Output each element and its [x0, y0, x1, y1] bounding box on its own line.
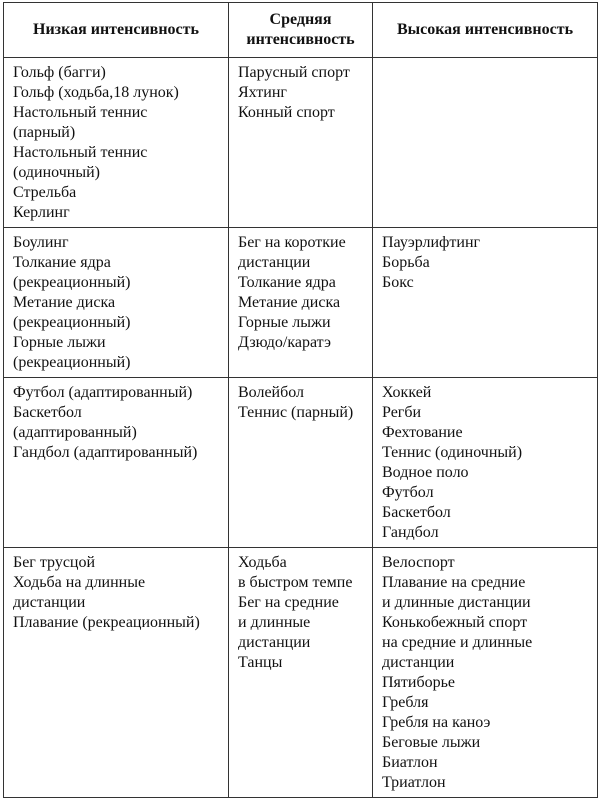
sport-line: Водное поло	[382, 464, 469, 481]
sport-line: Горные лыжи	[13, 334, 106, 351]
sport-line: Настольный теннис	[13, 104, 148, 121]
sport-line: Регби	[382, 404, 422, 421]
sport-line: (парный)	[13, 124, 76, 141]
sport-line: (адаптированный)	[13, 424, 137, 441]
cell-high	[372, 57, 598, 228]
sport-line: и длинные дистанции	[382, 594, 531, 611]
sport-line: Бег трусцой	[13, 554, 96, 571]
header-medium: Средняя интенсивность	[228, 2, 373, 58]
sport-line: Горные лыжи	[238, 314, 331, 331]
sport-line: Настольный теннис	[13, 144, 148, 161]
sport-line: Волейбол	[238, 384, 305, 401]
sport-line: и длинные	[238, 614, 311, 631]
table-row: Гольф (багги) Гольф (ходьба,18 лунок) Наст…	[3, 57, 598, 228]
sport-line: Гандбол	[382, 524, 439, 541]
sport-line: Баскетбол	[13, 404, 82, 421]
cell-high: Хоккей Регби Фехтование Теннис (одиночный) В…	[372, 377, 598, 548]
cell-low: Футбол (адаптированный) Баскетбол (адаптир…	[3, 377, 229, 548]
sport-line: в быстром темпе	[238, 574, 353, 591]
sport-line: Конный спорт	[238, 104, 335, 121]
sport-line: Велоспорт	[382, 554, 455, 571]
sport-line: Бокс	[382, 274, 414, 291]
sport-line: (рекреационный)	[13, 354, 131, 371]
sport-line: Боулинг	[13, 234, 69, 251]
sport-line: Бег на короткие	[238, 234, 346, 251]
header-high: Высокая интенсивность	[372, 2, 598, 58]
sport-line: Керлинг	[13, 204, 70, 221]
sport-line: Дзюдо/каратэ	[238, 334, 331, 351]
sport-line: Футбол	[382, 484, 434, 501]
sport-line: Пауэрлифтинг	[382, 234, 481, 251]
sport-line: Гребля на каноэ	[382, 714, 491, 731]
cell-medium: Волейбол Теннис (парный)	[228, 377, 373, 548]
table-row: Бег трусцой Ходьба на длинные дистанции Пла…	[3, 547, 598, 798]
intensity-table: Низкая интенсивность Средняя интенсивнос…	[3, 2, 598, 798]
cell-low: Бег трусцой Ходьба на длинные дистанции Пла…	[3, 547, 229, 798]
sport-line: Борьба	[382, 254, 430, 271]
sport-line: Метание диска	[13, 294, 116, 311]
sport-line: Ходьба	[238, 554, 287, 571]
sport-line: дистанции	[238, 634, 311, 651]
sport-line: Гольф (багги)	[13, 64, 106, 81]
sport-line: Конькобежный спорт	[382, 614, 528, 631]
cell-medium: Парусный спорт Яхтинг Конный спорт	[228, 57, 373, 228]
sport-line: Танцы	[238, 654, 283, 671]
sport-line: (рекреационный)	[13, 274, 131, 291]
sport-line: Футбол (адаптированный)	[13, 384, 193, 401]
sport-line: дистанции	[13, 594, 86, 611]
sport-line: Гандбол (адаптированный)	[13, 444, 198, 461]
sport-line: Хоккей	[382, 384, 432, 401]
sport-line: Плавание (рекреационный)	[13, 614, 200, 631]
sport-line: Фехтование	[382, 424, 463, 441]
sport-line: Парусный спорт	[238, 64, 350, 81]
sport-line: (одиночный)	[13, 164, 100, 181]
header-row: Низкая интенсивность Средняя интенсивнос…	[3, 2, 598, 58]
sport-line: Ходьба на длинные	[13, 574, 146, 591]
cell-high: Пауэрлифтинг Борьба Бокс	[372, 227, 598, 378]
header-low: Низкая интенсивность	[3, 2, 229, 58]
sport-line: Гребля	[382, 694, 429, 711]
sport-line: Теннис (парный)	[238, 404, 354, 421]
sport-line: Пятиборье	[382, 674, 456, 691]
table-body: Гольф (багги) Гольф (ходьба,18 лунок) Наст…	[3, 57, 598, 798]
table-row: Футбол (адаптированный) Баскетбол (адаптир…	[3, 377, 598, 548]
sport-line: Плавание на средние	[382, 574, 526, 591]
sport-line: Баскетбол	[382, 504, 451, 521]
sport-line: на средние и длинные	[382, 634, 533, 651]
sport-line: Бег на средние	[238, 594, 339, 611]
sport-line: дистанции	[382, 654, 455, 671]
table-row: Боулинг Толкание ядра (рекреационный) Метан…	[3, 227, 598, 378]
cell-medium: Бег на короткие дистанции Толкание ядра Мет…	[228, 227, 373, 378]
sport-line: дистанции	[238, 254, 311, 271]
sport-line: Толкание ядра	[13, 254, 111, 271]
sport-line: Метание диска	[238, 294, 341, 311]
cell-medium: Ходьба в быстром темпе Бег на средние и дли…	[228, 547, 373, 798]
sport-line: Толкание ядра	[238, 274, 336, 291]
sport-line: Триатлон	[382, 774, 446, 791]
sport-line: (рекреационный)	[13, 314, 131, 331]
cell-high: Велоспорт Плавание на средние и длинные ди…	[372, 547, 598, 798]
sport-line: Яхтинг	[238, 84, 287, 101]
sport-line: Биатлон	[382, 754, 438, 771]
sport-line: Теннис (одиночный)	[382, 444, 523, 461]
sport-line: Гольф (ходьба,18 лунок)	[13, 84, 179, 101]
cell-low: Боулинг Толкание ядра (рекреационный) Метан…	[3, 227, 229, 378]
sport-line: Беговые лыжи	[382, 734, 481, 751]
sport-line: Стрельба	[13, 184, 77, 201]
cell-low: Гольф (багги) Гольф (ходьба,18 лунок) Наст…	[3, 57, 229, 228]
